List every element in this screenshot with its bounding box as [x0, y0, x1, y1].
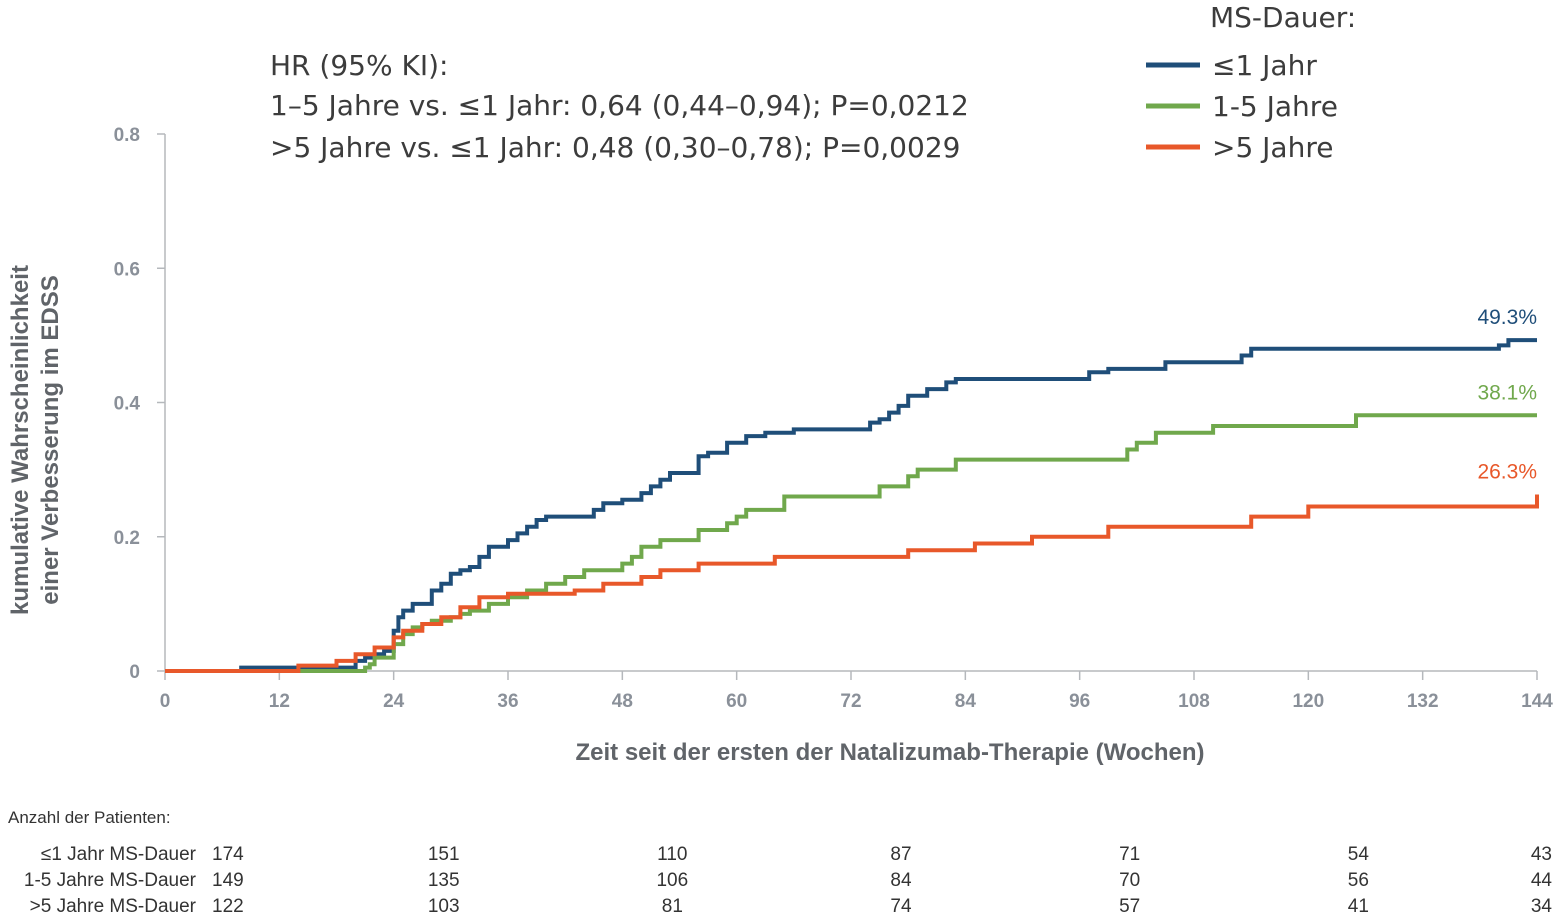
risk-row-label: >5 Jahre MS-Dauer [30, 896, 197, 914]
legend-label-0: ≤1 Jahr [1212, 49, 1317, 82]
x-tick-label: 12 [269, 691, 290, 712]
legend-label-1: 1-5 Jahre [1212, 90, 1338, 123]
risk-value: 135 [428, 870, 460, 891]
y-tick-label: 0 [129, 662, 140, 683]
risk-row-label: ≤1 Jahr MS-Dauer [41, 844, 197, 865]
annotation-line-1: HR (95% KI): [270, 49, 448, 82]
x-tick-label: 120 [1292, 691, 1324, 712]
risk-value: 43 [1531, 844, 1552, 865]
risk-value: 44 [1531, 870, 1553, 891]
x-tick-label: 48 [612, 691, 633, 712]
x-tick-label: 108 [1178, 691, 1210, 712]
risk-value: 106 [656, 870, 688, 891]
end-labels: 49.3% 38.1% 26.3% [1477, 306, 1537, 483]
axes: 0 0.2 0.4 0.6 0.8 0 12 24 36 48 60 72 84 96 108 120 132 1… [114, 125, 1554, 712]
annotation-line-2: 1–5 Jahre vs. ≤1 Jahr: 0,64 (0,44–0,94);… [270, 89, 969, 122]
x-tick-label: 96 [1069, 691, 1090, 712]
y-axis-title-line-1: kumulative Wahrscheinlichkeit [7, 265, 34, 615]
risk-value: 122 [212, 896, 244, 914]
end-value-label-0: 49.3% [1477, 306, 1537, 329]
x-tick-label: 84 [955, 691, 977, 712]
risk-value: 41 [1348, 896, 1369, 914]
risk-row-label: 1-5 Jahre MS-Dauer [24, 870, 197, 891]
annotation-line-3: >5 Jahre vs. ≤1 Jahr: 0,48 (0,30–0,78); … [270, 131, 960, 164]
risk-value: 54 [1348, 844, 1370, 865]
end-value-label-1: 38.1% [1477, 381, 1537, 404]
risk-value: 87 [890, 844, 911, 865]
risk-value: 151 [428, 844, 460, 865]
x-axis-title: Zeit seit der ersten der Natalizumab-The… [575, 739, 1204, 766]
x-tick-label: 0 [160, 691, 171, 712]
risk-value: 57 [1119, 896, 1140, 914]
series-line-0 [165, 338, 1537, 673]
x-tick-label: 144 [1521, 691, 1553, 712]
legend: MS-Dauer: ≤1 Jahr 1-5 Jahre >5 Jahre [1146, 1, 1356, 164]
risk-value: 174 [212, 844, 244, 865]
x-tick-label: 132 [1407, 691, 1439, 712]
risk-value: 81 [662, 896, 683, 914]
x-tick-label: 36 [497, 691, 518, 712]
y-tick-label: 0.4 [114, 394, 141, 415]
y-axis-title: kumulative Wahrscheinlichkeit einer Verb… [7, 265, 64, 615]
legend-title: MS-Dauer: [1210, 1, 1356, 34]
risk-value: 84 [890, 870, 912, 891]
risk-table-title: Anzahl der Patienten: [8, 808, 171, 827]
series-line-1 [165, 413, 1537, 673]
risk-value: 149 [212, 870, 244, 891]
series-line-2 [165, 494, 1539, 673]
risk-value: 56 [1348, 870, 1369, 891]
end-value-label-2: 26.3% [1477, 460, 1537, 483]
risk-value: 74 [890, 896, 912, 914]
risk-value: 103 [428, 896, 460, 914]
risk-value: 71 [1119, 844, 1140, 865]
x-tick-label: 60 [726, 691, 747, 712]
hazard-ratio-annotation: HR (95% KI): 1–5 Jahre vs. ≤1 Jahr: 0,64… [270, 49, 969, 164]
y-axis-title-line-2: einer Verbesserung im EDSS [37, 275, 64, 604]
risk-value: 110 [657, 844, 687, 865]
y-tick-label: 0.8 [114, 125, 140, 146]
x-tick-label: 24 [383, 691, 405, 712]
risk-value: 34 [1531, 896, 1553, 914]
legend-label-2: >5 Jahre [1212, 131, 1333, 164]
risk-table: Anzahl der Patienten: ≤1 Jahr MS-Dauer 17… [8, 808, 1552, 914]
y-tick-label: 0.6 [114, 259, 140, 280]
risk-value: 70 [1119, 870, 1140, 891]
y-tick-label: 0.2 [114, 528, 140, 549]
x-tick-label: 72 [840, 691, 861, 712]
plot-lines [165, 338, 1539, 673]
